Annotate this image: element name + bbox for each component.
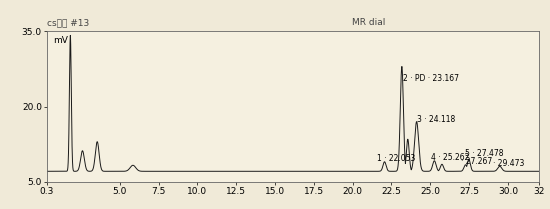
Text: · 27.267: · 27.267 — [461, 157, 493, 166]
Text: cs분석 #13: cs분석 #13 — [47, 18, 89, 27]
Text: 1 · 22.053: 1 · 22.053 — [377, 154, 415, 163]
Text: · 29.473: · 29.473 — [493, 159, 525, 168]
Text: 3 · 24.118: 3 · 24.118 — [417, 115, 455, 124]
Text: 4 · 25.262: 4 · 25.262 — [431, 153, 470, 162]
Text: MR dial: MR dial — [352, 18, 386, 27]
Text: 5 · 27.478: 5 · 27.478 — [465, 149, 504, 158]
Text: 2 · PD · 23.167: 2 · PD · 23.167 — [403, 74, 459, 83]
Text: mV: mV — [53, 36, 68, 45]
